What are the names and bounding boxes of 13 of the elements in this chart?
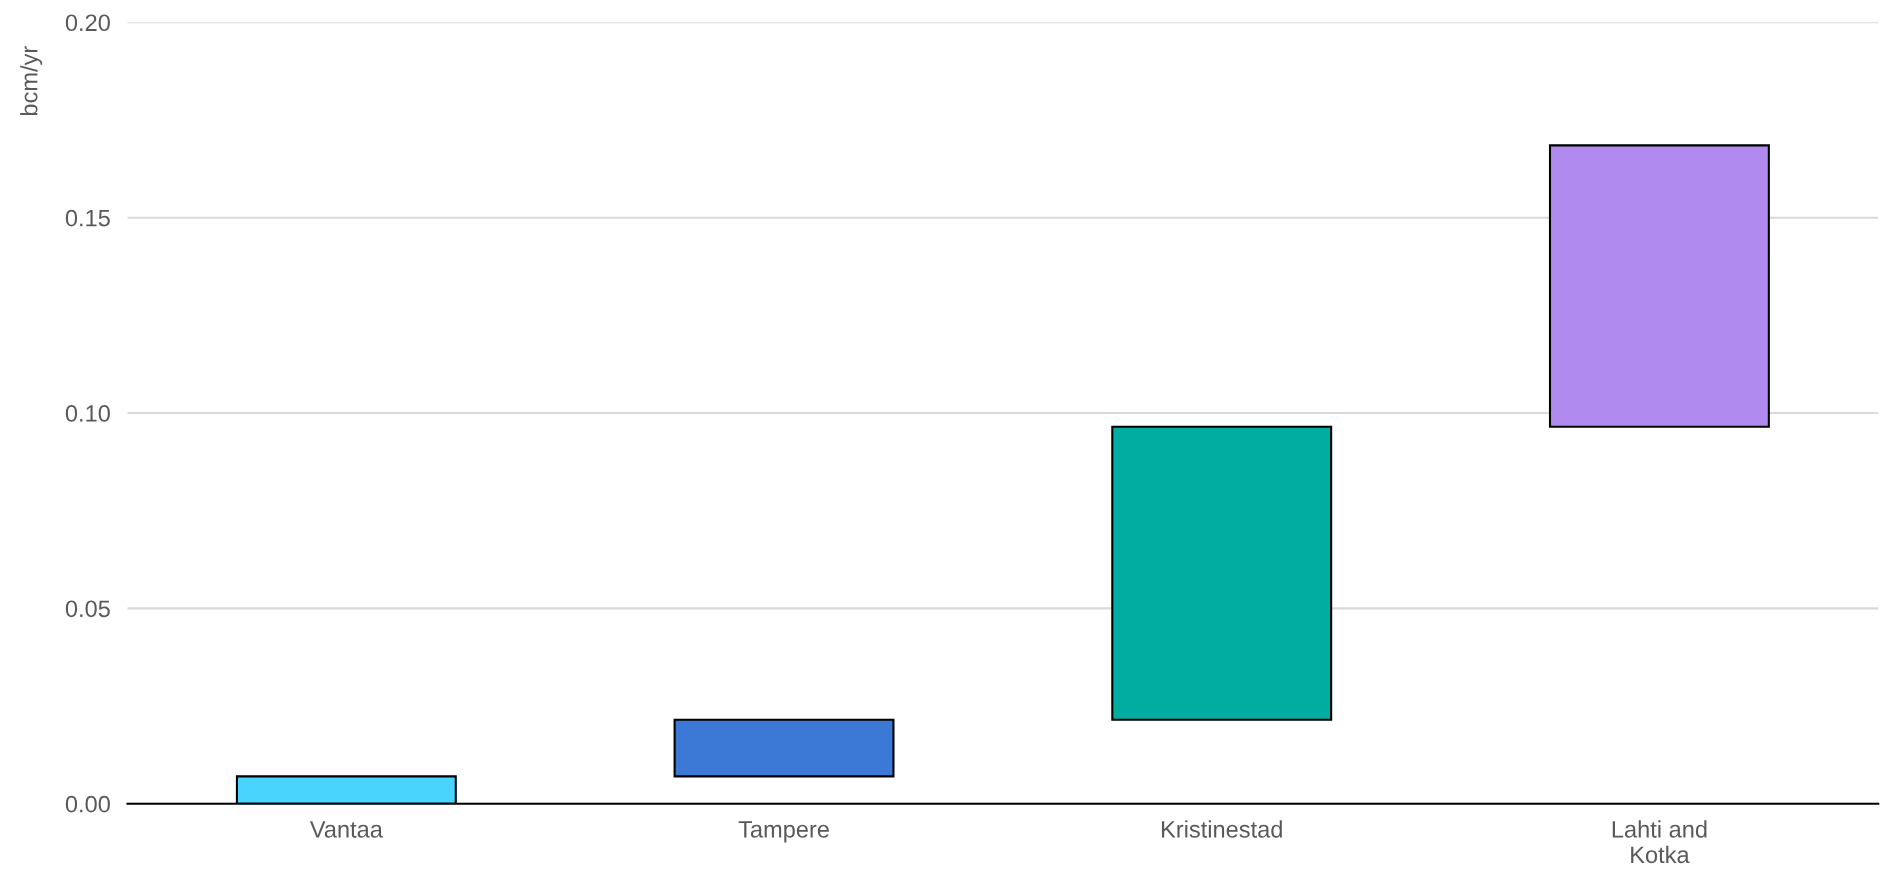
y-tick-label: 0.00 [65,795,110,813]
y-axis-title: bcm/yr [20,46,43,116]
bar [673,718,895,778]
x-tick-label: Vantaa [309,821,383,838]
x-tick-label: Kristinestad [1161,820,1282,838]
x-tick-label: Lahti and Kotka [1612,820,1707,864]
y-tick-label: 0.15 [65,209,110,227]
bar [1111,425,1333,721]
y-tick-label: 0.20 [65,14,110,32]
y-tick-label: 0.10 [65,405,110,422]
y-tick-label: 0.05 [65,600,110,618]
x-tick-label: Tampere [738,821,829,843]
bar [1548,144,1770,428]
